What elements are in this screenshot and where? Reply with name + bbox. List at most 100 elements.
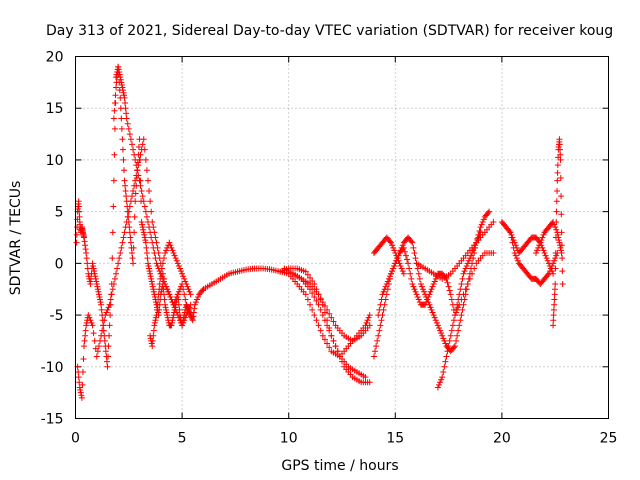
data-point-s1 [128,250,135,257]
data-point-s10 [471,265,478,272]
data-point-s3 [130,146,137,153]
y-tick-label: 15 [46,101,64,117]
data-point-s6 [330,337,337,344]
data-point-s9 [456,322,463,329]
data-point-s1 [93,278,100,285]
data-point-s4 [154,306,161,313]
data-point-s4 [150,332,157,339]
data-point-s6 [366,379,373,386]
data-point-s1 [147,270,154,277]
data-point-s10 [490,250,497,257]
data-point-s4 [152,317,159,324]
data-point-s9 [434,322,441,329]
data-point-s3 [118,79,125,86]
data-point-s4 [151,319,158,326]
data-point-s16 [536,242,543,249]
data-point-s4 [153,312,160,319]
data-point-s10 [406,265,413,272]
data-point-s3 [127,136,134,143]
x-axis-title: GPS time / hours [281,458,398,474]
data-point-s1 [75,203,82,210]
data-point-s3 [186,304,193,311]
data-point-s9 [420,286,427,293]
data-point-s1 [89,260,96,267]
data-point-s13 [464,260,471,267]
data-point-s10 [423,299,430,306]
data-point-s1 [92,273,99,280]
data-point-s17 [558,211,565,218]
data-point-s9 [418,283,425,290]
data-point-s3 [140,198,147,205]
data-point-s3 [163,283,170,290]
data-point-s2 [119,239,126,246]
data-point-s14 [513,255,520,262]
data-point-s2 [107,296,114,303]
tick-labels: 0 5 10 15 20 25 -15 -10 -5 0 5 10 15 20 [41,50,618,447]
data-point-s13 [456,291,463,298]
data-point-s4 [166,239,173,246]
data-point-s1 [132,190,139,197]
data-point-s9 [378,317,385,324]
data-point-s2 [99,327,106,334]
data-point-s11 [393,252,400,259]
data-point-s15 [511,239,518,246]
data-point-s3 [133,162,140,169]
data-point-s13 [436,381,443,388]
data-point-s1 [93,281,100,288]
data-point-s1 [168,319,175,326]
data-point-s13 [461,268,468,275]
data-point-s9 [417,281,424,288]
y-tick-label: -15 [41,412,64,428]
data-point-s2 [124,213,131,220]
data-point-s2 [78,394,85,401]
data-point-s4 [157,270,164,277]
data-point-s14 [553,252,560,259]
data-point-s13 [474,237,481,244]
data-point-s15 [544,257,551,264]
data-point-s9 [457,317,464,324]
data-point-s2 [137,151,144,158]
data-point-s2 [140,136,147,143]
data-point-s1 [119,146,126,153]
data-point-s3 [119,87,126,94]
data-point-s6 [319,312,326,319]
data-point-s2 [101,317,108,324]
plot-frame [75,56,609,419]
data-point-s2 [88,319,95,326]
data-point-s10 [381,286,388,293]
data-point-s2 [115,260,122,267]
data-point-s2 [111,275,118,282]
data-point-s2 [148,208,155,215]
data-point-s9 [416,275,423,282]
data-point-s1 [163,306,170,313]
data-point-s10 [426,291,433,298]
data-point-s1 [160,291,167,298]
data-point-s9 [437,327,444,334]
data-point-s7 [324,340,331,347]
data-point-s3 [112,92,119,99]
data-point-s1 [151,293,158,300]
data-point-s14 [551,257,558,264]
data-point-s9 [454,332,461,339]
data-point-s1 [164,312,171,319]
data-point-s3 [166,291,173,298]
data-point-s3 [184,309,191,316]
data-point-s3 [180,319,187,326]
data-point-s17 [552,250,559,257]
data-point-s9 [370,353,377,360]
data-point-s10 [382,283,389,290]
data-point-s13 [439,374,446,381]
data-point-s1 [169,317,176,324]
data-point-s8 [317,295,324,302]
data-point-s10 [402,252,409,259]
data-point-s11 [394,255,401,262]
data-point-s1 [98,306,105,313]
data-point-s2 [77,389,84,396]
data-point-s3 [121,94,128,101]
data-point-s4 [167,242,174,249]
data-point-s1 [104,363,111,370]
data-point-s2 [143,167,150,174]
data-point-s9 [451,343,458,350]
data-point-s4 [175,262,182,269]
data-point-s1 [195,293,202,300]
